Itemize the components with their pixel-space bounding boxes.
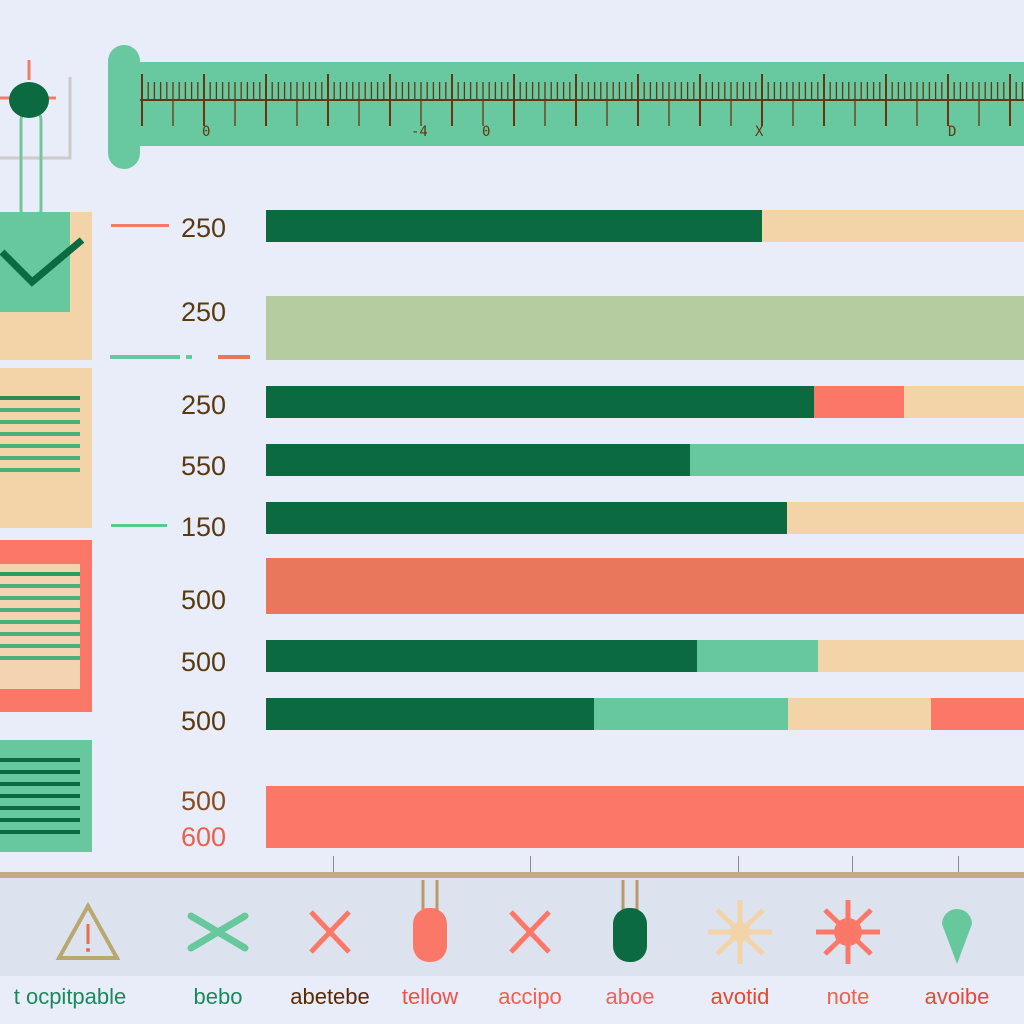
x-icon [309, 910, 351, 954]
row-value: 250 [181, 213, 227, 243]
progress-bar[interactable] [266, 640, 1024, 672]
toolbar-button[interactable] [395, 880, 465, 970]
row-value: 500 [181, 585, 227, 615]
axis-tick [333, 856, 334, 872]
toolbar-button[interactable] [183, 900, 253, 970]
bar-segment-peach [817, 640, 1024, 672]
bar-segment-coral [930, 698, 1024, 730]
legend-dash-coral [111, 224, 169, 227]
axis-tick [738, 856, 739, 872]
ruler-label: -4 [411, 124, 428, 140]
row-value: 250 [181, 390, 227, 420]
ruler-label: 0 [482, 124, 491, 140]
bar-segment-mint [689, 444, 1024, 476]
bar-segment-sage [266, 296, 1024, 360]
progress-bar[interactable] [266, 558, 1024, 614]
axis-tick [852, 856, 853, 872]
bar-segment-coral [266, 786, 1024, 848]
toolbar-label[interactable]: bebo [193, 984, 243, 1009]
toolbar-label[interactable]: accipo [498, 984, 562, 1009]
toolbar-button[interactable] [495, 900, 565, 970]
ruler[interactable] [120, 62, 1024, 146]
progress-bar[interactable] [266, 386, 1024, 418]
pin-icon [942, 909, 972, 964]
bar-segment-peach [761, 210, 1024, 242]
pin-widget[interactable] [0, 60, 80, 222]
green-tag-icon [613, 880, 647, 962]
checkmark-icon [0, 237, 85, 287]
warning-icon [55, 901, 121, 960]
axis-tick [530, 856, 531, 872]
coral-tag-icon [413, 880, 447, 962]
bar-segment-peach [788, 698, 931, 730]
bar-segment-peach [786, 502, 1024, 534]
document-card-2[interactable] [0, 540, 92, 712]
sun-icon [708, 900, 772, 964]
document-card-1[interactable] [0, 368, 92, 528]
toolbar-button[interactable] [813, 900, 883, 970]
toolbar-button[interactable] [595, 880, 665, 970]
row-value: 500 [181, 647, 227, 677]
row-value: 550 [181, 451, 227, 481]
progress-bar[interactable] [266, 786, 1024, 848]
bar-segment-dark-green [266, 210, 762, 242]
ruler-ticks [140, 74, 1024, 126]
bar-segment-dark-green [266, 502, 787, 534]
progress-bar[interactable] [266, 296, 1024, 360]
ruler-label: X [755, 124, 764, 140]
toolbar-label[interactable]: t ocpitpable [13, 984, 127, 1009]
toolbar-label[interactable]: avotid [710, 984, 770, 1009]
bar-segment-orange [266, 558, 1024, 614]
ruler-label: 0 [202, 124, 211, 140]
ruler-label: D [948, 124, 957, 140]
toolbar-label[interactable]: abetebe [290, 984, 370, 1009]
bar-segment-dark-green [266, 698, 595, 730]
pin-icon [0, 60, 72, 222]
axis-tick [958, 856, 959, 872]
bar-segment-dark-green [266, 444, 690, 476]
toolbar-label[interactable]: avoibe [924, 984, 990, 1009]
legend-dash-green [111, 524, 167, 527]
burst-icon [816, 900, 880, 964]
bar-segment-mint [697, 640, 818, 672]
toolbar-button[interactable] [295, 900, 365, 970]
bar-segment-coral [814, 386, 905, 418]
row-value: 250 [181, 297, 227, 327]
divider-line [110, 355, 250, 359]
bar-segment-dark-green [266, 386, 815, 418]
progress-bar[interactable] [266, 698, 1024, 730]
bar-segment-peach [904, 386, 1024, 418]
row-value-secondary: 600 [181, 822, 227, 852]
row-value: 500 [181, 786, 227, 816]
toolbar-button[interactable] [922, 900, 992, 970]
progress-bar[interactable] [266, 502, 1024, 534]
toolbar-label[interactable]: tellow [401, 984, 459, 1009]
row-value: 500 [181, 706, 227, 736]
crossed-bones-icon [187, 912, 249, 952]
bar-segment-mint [594, 698, 789, 730]
toolbar-label[interactable]: note [826, 984, 870, 1009]
toolbar-label[interactable]: aboe [605, 984, 655, 1009]
progress-bar[interactable] [266, 210, 1024, 242]
toolbar-button[interactable] [705, 900, 775, 970]
bar-segment-dark-green [266, 640, 698, 672]
checklist-card[interactable] [0, 212, 92, 360]
x-icon [509, 910, 551, 954]
row-value: 150 [181, 512, 227, 542]
toolbar-button[interactable] [53, 900, 123, 970]
progress-bar[interactable] [266, 444, 1024, 476]
document-card-3[interactable] [0, 740, 92, 852]
axis-line [0, 872, 1024, 878]
